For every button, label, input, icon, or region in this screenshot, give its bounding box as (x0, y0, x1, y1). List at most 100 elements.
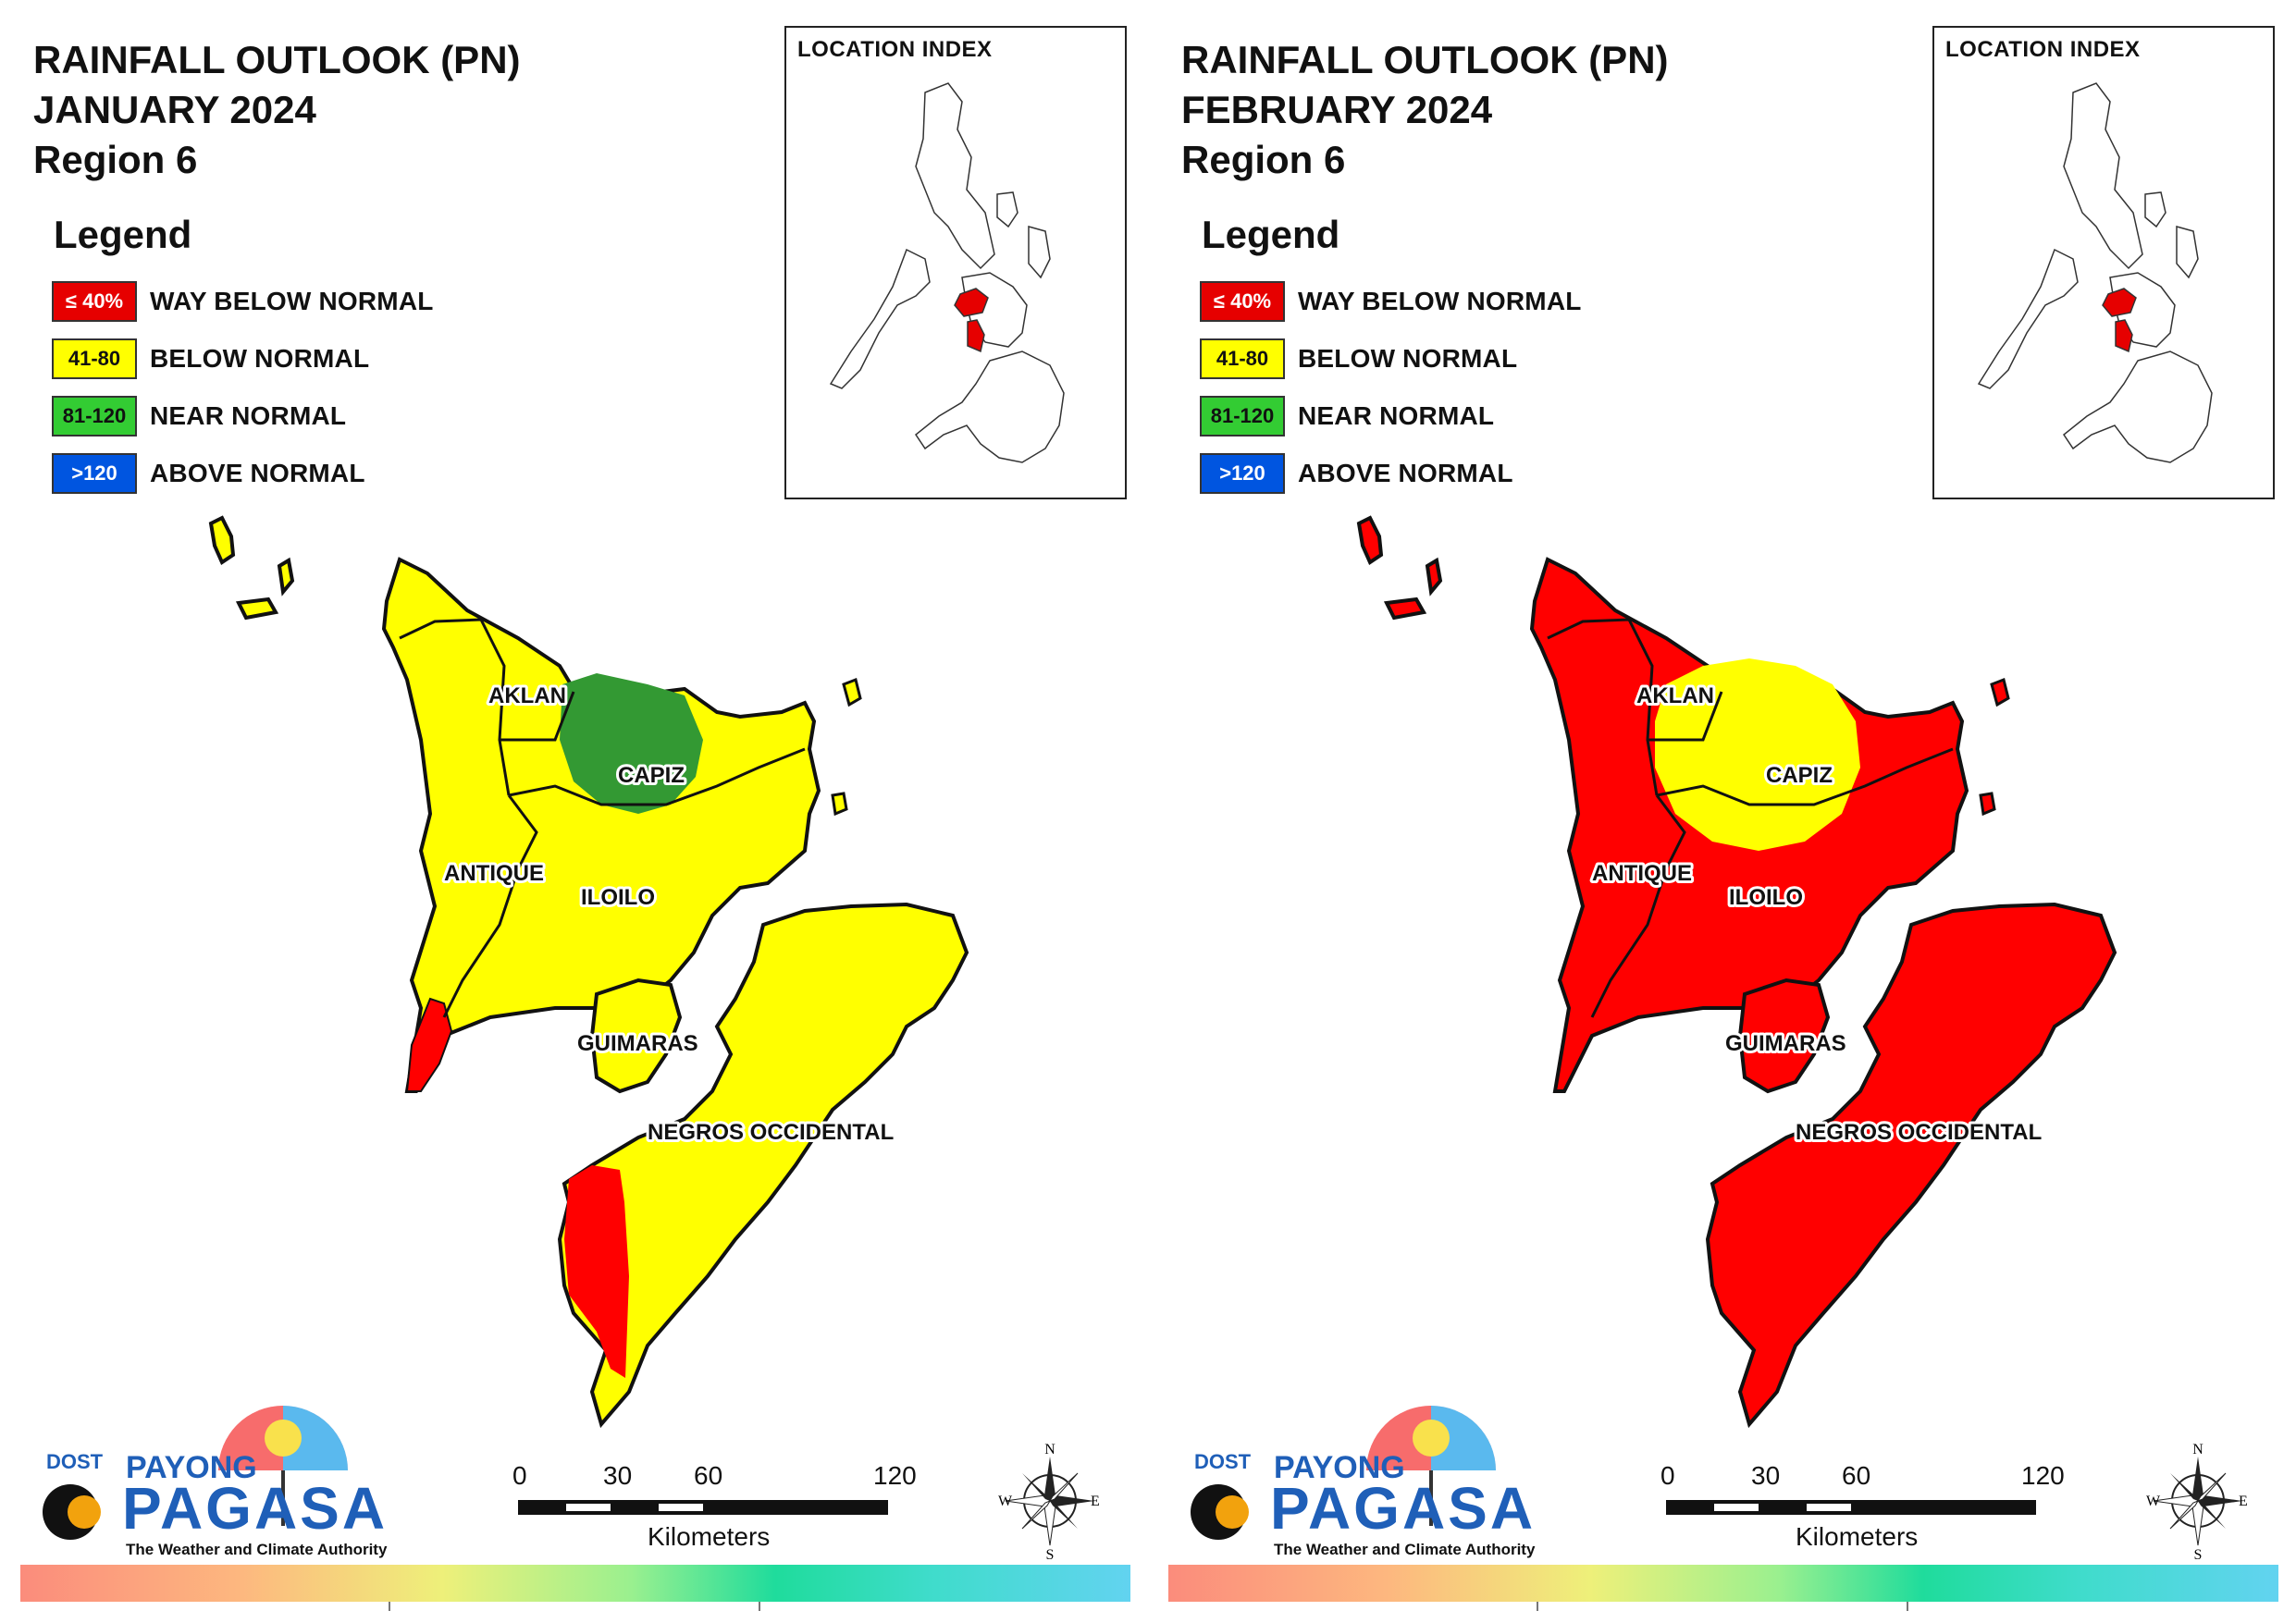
scale-unit-label: Kilometers (648, 1522, 771, 1551)
pagasa-text: PAGASA (122, 1475, 389, 1542)
legend-swatch: 41-80 (52, 338, 137, 379)
near-normal-area (560, 673, 703, 814)
legend-item-near-normal: 81-120 NEAR NORMAL (1200, 394, 1582, 438)
negros-occidental-island (1705, 902, 2117, 1429)
compass-e: E (1091, 1494, 1100, 1509)
legend-title: Legend (54, 213, 192, 256)
province-label-aklan: AKLAN (1636, 683, 1714, 708)
scale-bar: 0 30 60 120 Kilometers (512, 1461, 917, 1554)
province-label-negros-occidental: NEGROS OCCIDENTAL (1796, 1120, 2042, 1145)
legend-swatch: >120 (52, 453, 137, 494)
island-shape (1383, 596, 1427, 621)
legend-swatch: 81-120 (1200, 396, 1285, 436)
compass-n: N (1044, 1442, 1055, 1457)
province-label-iloilo: ILOILO (581, 885, 655, 910)
payong-text: PAYONG (1274, 1450, 1405, 1485)
legend-label: WAY BELOW NORMAL (150, 287, 434, 315)
outlook-panel-february: RAINFALL OUTLOOK (PN) FEBRUARY 2024 Regi… (1148, 0, 2296, 1623)
province-boundary (1590, 794, 1686, 1018)
legend-item-way-below-normal: ≤ 40% WAY BELOW NORMAL (1200, 279, 1582, 324)
legend-label: ABOVE NORMAL (150, 459, 365, 487)
legend-label: NEAR NORMAL (150, 401, 347, 430)
legend-item-above-normal: >120 ABOVE NORMAL (1200, 451, 1582, 496)
compass-w: W (2146, 1494, 2161, 1509)
guimaras-island (1737, 977, 1831, 1094)
compass-rose-icon: N S W E (2142, 1441, 2253, 1563)
legend-item-below-normal: 41-80 BELOW NORMAL (1200, 337, 1582, 381)
way-below-normal-area (405, 997, 453, 1092)
negros-occidental-island (557, 902, 969, 1429)
payong-text: PAYONG (126, 1450, 257, 1485)
legend-swatch: >120 (1200, 453, 1285, 494)
province-boundary (399, 618, 511, 796)
province-boundary (1547, 618, 1659, 796)
legend: Legend ≤ 40% WAY BELOW NORMAL 41-80 BELO… (52, 213, 434, 509)
pagasa-text: PAGASA (1270, 1475, 1537, 1542)
scale-tick-label: 60 (694, 1461, 723, 1490)
island-shape (1425, 557, 1443, 596)
below-normal-area (1655, 658, 1860, 851)
province-boundary (442, 794, 538, 1018)
legend-label: ABOVE NORMAL (1298, 459, 1513, 487)
title-line-1: RAINFALL OUTLOOK (PN) (1181, 38, 1669, 81)
title-line-3: Region 6 (33, 138, 198, 181)
province-boundary (1656, 747, 1954, 806)
legend-label: WAY BELOW NORMAL (1298, 287, 1582, 315)
scale-tick-label: 0 (512, 1461, 527, 1490)
way-below-normal-area (564, 1165, 629, 1378)
scale-unit-label: Kilometers (1796, 1522, 1919, 1551)
island-shape (1990, 677, 2010, 707)
province-boundary (500, 691, 575, 742)
province-boundary (1648, 691, 1723, 742)
province-label-guimaras: GUIMARAS (1725, 1031, 1846, 1056)
payong-pagasa-logo: DOST PAYONG PAGASA The Weather and Clima… (33, 1396, 394, 1563)
location-index-inset: LOCATION INDEX (784, 26, 1127, 499)
scale-tick-label: 120 (2021, 1461, 2065, 1490)
province-label-aklan: AKLAN (488, 683, 566, 708)
legend-swatch: 81-120 (52, 396, 137, 436)
scale-tick-label: 0 (1660, 1461, 1675, 1490)
scale-bar: 0 30 60 120 Kilometers (1660, 1461, 2065, 1554)
map-title: RAINFALL OUTLOOK (PN) JANUARY 2024 Regio… (33, 35, 521, 185)
inset-title: LOCATION INDEX (797, 37, 993, 62)
title-line-2: JANUARY 2024 (33, 88, 316, 131)
island-shape (1356, 515, 1384, 565)
legend-item-way-below-normal: ≤ 40% WAY BELOW NORMAL (52, 279, 434, 324)
legend-title: Legend (1202, 213, 1340, 256)
province-label-capiz: CAPIZ (1766, 763, 1833, 788)
legend-swatch: ≤ 40% (52, 281, 137, 322)
legend-label: NEAR NORMAL (1298, 401, 1495, 430)
legend-swatch: ≤ 40% (1200, 281, 1285, 322)
legend: Legend ≤ 40% WAY BELOW NORMAL 41-80 BELO… (1200, 213, 1582, 509)
island-shape (831, 792, 848, 817)
outlook-panel-january: RAINFALL OUTLOOK (PN) JANUARY 2024 Regio… (20, 26, 1130, 1611)
region-6-map: AKLAN CAPIZ ANTIQUE ILOILO GUIMARAS NEGR… (1356, 515, 2117, 1429)
province-label-antique: ANTIQUE (1592, 861, 1692, 886)
compass-s: S (1046, 1547, 1055, 1561)
philippines-inset-map (1977, 82, 2213, 463)
legend-item-below-normal: 41-80 BELOW NORMAL (52, 337, 434, 381)
island-shape (235, 596, 279, 621)
inset-title: LOCATION INDEX (1945, 37, 2141, 62)
province-label-guimaras: GUIMARAS (577, 1031, 698, 1056)
province-label-negros-occidental: NEGROS OCCIDENTAL (648, 1120, 894, 1145)
dost-text: DOST (46, 1450, 104, 1473)
scale-tick-label: 120 (873, 1461, 917, 1490)
compass-rose-icon: N S W E (994, 1441, 1105, 1563)
island-shape (277, 557, 295, 596)
compass-s: S (2194, 1547, 2203, 1561)
province-label-capiz: CAPIZ (618, 763, 685, 788)
philippines-inset-map (829, 82, 1065, 463)
bottom-color-stripe (20, 1565, 1130, 1611)
island-shape (842, 677, 862, 707)
guimaras-island (589, 977, 683, 1094)
compass-e: E (2239, 1494, 2248, 1509)
scale-tick-label: 30 (603, 1461, 633, 1490)
scale-tick-label: 60 (1842, 1461, 1871, 1490)
map-title: RAINFALL OUTLOOK (PN) FEBRUARY 2024 Regi… (1181, 35, 1669, 185)
title-line-2: FEBRUARY 2024 (1181, 88, 1493, 131)
tagline-text: The Weather and Climate Authority (126, 1541, 388, 1558)
island-shape (1979, 792, 1996, 817)
title-line-1: RAINFALL OUTLOOK (PN) (33, 38, 521, 81)
province-label-antique: ANTIQUE (444, 861, 544, 886)
